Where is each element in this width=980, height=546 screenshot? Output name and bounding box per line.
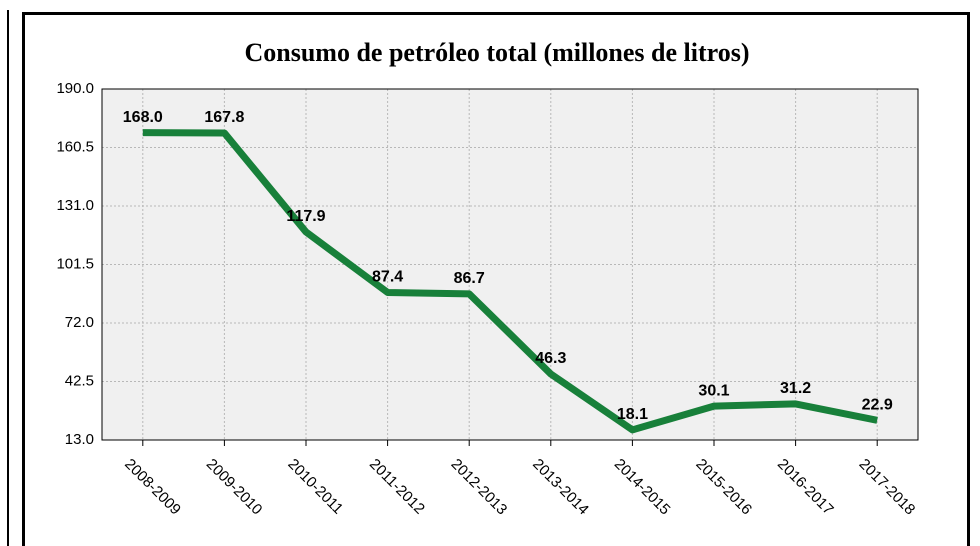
data-label: 46.3 — [535, 350, 566, 367]
x-tick-label: 2016-2017 — [774, 456, 837, 519]
y-tick-label: 72.0 — [65, 314, 94, 331]
y-tick-label: 13.0 — [65, 431, 94, 448]
y-tick-label: 131.0 — [56, 197, 94, 214]
data-label: 22.9 — [862, 397, 893, 414]
data-label: 168.0 — [123, 109, 163, 126]
data-label: 86.7 — [454, 270, 485, 287]
x-tick-label: 2012-2013 — [448, 456, 511, 519]
x-tick-label: 2008-2009 — [121, 456, 184, 519]
x-tick-label: 2017-2018 — [856, 456, 919, 519]
plot-border — [101, 88, 919, 441]
x-tick-label: 2015-2016 — [692, 456, 755, 519]
series-line — [142, 129, 878, 434]
data-label: 18.1 — [617, 406, 648, 423]
data-label: 87.4 — [372, 269, 403, 286]
x-tick-label: 2014-2015 — [611, 456, 674, 519]
chart-title: Consumo de petróleo total (millones de l… — [244, 38, 749, 67]
x-tick-label: 2010-2011 — [284, 456, 346, 518]
x-tick-label: 2011-2012 — [366, 456, 428, 518]
x-tick-label: 2009-2010 — [203, 456, 266, 519]
data-label: 30.1 — [698, 382, 729, 399]
frame — [22, 12, 970, 546]
x-tick-label: 2013-2014 — [529, 456, 592, 519]
y-tick-label: 42.5 — [65, 372, 94, 389]
y-tick-label: 160.5 — [56, 138, 94, 155]
data-label: 31.2 — [780, 380, 811, 397]
data-label: 117.9 — [286, 208, 325, 225]
y-tick-label: 101.5 — [56, 255, 94, 272]
y-tick-label: 190.0 — [56, 80, 94, 97]
data-label: 167.8 — [204, 109, 244, 126]
